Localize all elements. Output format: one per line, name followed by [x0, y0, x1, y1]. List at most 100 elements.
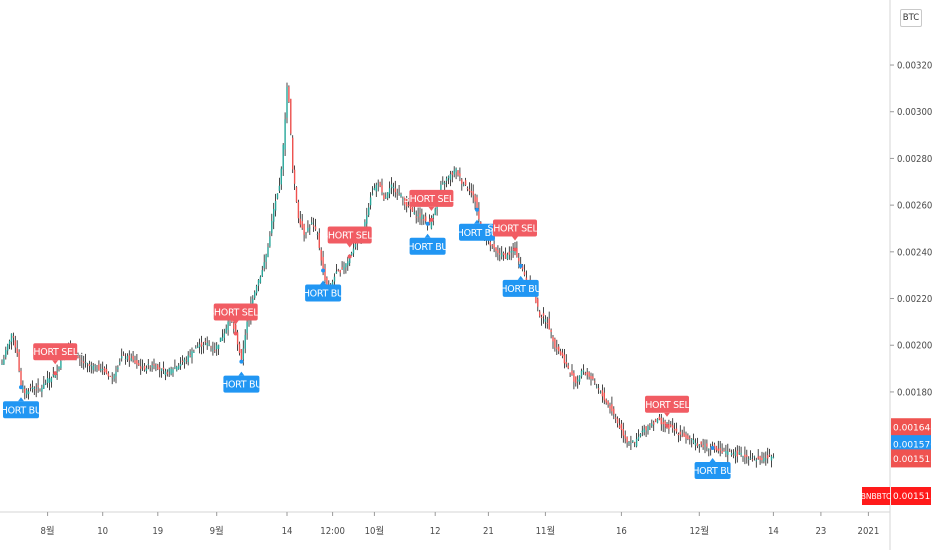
- y-tick-label: 0.0028000: [897, 154, 932, 165]
- candle-body: [609, 405, 611, 409]
- candle-body: [219, 337, 222, 342]
- candle-body: [544, 319, 547, 322]
- candle-body: [183, 359, 186, 363]
- candle-body: [502, 252, 505, 255]
- y-tick-label: 0.0030000: [897, 107, 932, 118]
- candle-body: [596, 386, 598, 388]
- candle-body: [508, 251, 510, 255]
- candle-body: [506, 254, 509, 260]
- x-tick-label: 23: [815, 526, 826, 537]
- candle-body: [565, 361, 567, 365]
- candle-body: [79, 358, 81, 359]
- signal-label-box: [305, 284, 342, 302]
- candle-body: [189, 354, 191, 356]
- short-buy-marker: [321, 268, 326, 273]
- candle-body: [542, 313, 545, 317]
- candle-body: [430, 220, 433, 229]
- candle-body: [174, 367, 176, 369]
- candle-body: [744, 454, 746, 458]
- candle-body: [550, 329, 552, 332]
- short-buy-label: SHORT BUY: [297, 280, 350, 302]
- candle-body: [379, 182, 381, 187]
- short-buy-label: SHORT BUY: [0, 397, 48, 419]
- candle-body: [309, 227, 311, 229]
- candle-body: [398, 192, 400, 194]
- signal-label-box: [3, 401, 39, 419]
- candle-body: [109, 375, 111, 377]
- candle-body: [100, 369, 102, 371]
- candle-body: [261, 270, 263, 277]
- candle-body: [404, 196, 406, 205]
- candle-body: [197, 346, 199, 348]
- candle-body: [548, 318, 550, 330]
- candle-body: [295, 187, 298, 202]
- price-axis[interactable]: 0.0032000 0.0030000 0.0028000 0.0026000 0.00…: [890, 61, 932, 399]
- candle-body: [772, 457, 775, 458]
- candle-body: [103, 367, 106, 373]
- candle-body: [265, 254, 267, 262]
- candle-body: [254, 292, 256, 298]
- candle-body: [603, 392, 605, 401]
- signal-label-pointer: [424, 233, 431, 238]
- signal-label-pointer: [474, 219, 480, 224]
- candle-body: [578, 375, 581, 382]
- x-tick-label: 11월: [536, 525, 556, 537]
- candle-body: [672, 425, 674, 429]
- candle-body: [124, 359, 127, 360]
- candle-body: [704, 445, 706, 447]
- price-badge-bg: [891, 449, 931, 468]
- x-tick-label: 9월: [210, 525, 224, 537]
- candle-body: [459, 173, 461, 177]
- y-tick-label: 0.0026000: [897, 201, 932, 212]
- candle-body: [708, 448, 710, 450]
- candle-body: [442, 182, 444, 184]
- candle-body: [691, 438, 693, 440]
- candle-body: [1, 363, 3, 365]
- candle-body: [681, 436, 683, 437]
- candle-body: [694, 442, 697, 446]
- price-badge-text: 0.0016488: [893, 424, 932, 434]
- short-buy-label: SHORT BUY: [687, 457, 739, 479]
- candle-body: [157, 364, 159, 370]
- candle-body: [267, 247, 269, 257]
- candle-body: [706, 443, 708, 447]
- candle-body: [668, 424, 670, 429]
- candle-body: [637, 436, 640, 440]
- candle-body: [664, 421, 666, 425]
- candle-body: [27, 391, 30, 394]
- x-tick-label: 14: [768, 526, 779, 537]
- time-axis[interactable]: 8월 10 19 9월 14 12:00 10월 12 21 11월 16 12월 14 23 2021: [41, 512, 880, 537]
- candle-body: [641, 430, 643, 433]
- short-sell-marker: [429, 217, 434, 222]
- candle-body: [39, 388, 41, 390]
- candle-body: [734, 451, 737, 456]
- candle-body: [244, 334, 246, 349]
- candle-body: [252, 298, 254, 304]
- candle-body: [751, 459, 754, 461]
- candle-body: [563, 354, 566, 364]
- candle-body: [217, 344, 220, 349]
- candle-body: [284, 119, 286, 150]
- candle-body: [413, 212, 415, 214]
- price-badge: 0.0015764: [891, 435, 932, 454]
- x-tick-label: 8월: [41, 525, 55, 537]
- candle-body: [499, 253, 501, 255]
- signal-label-pointer: [232, 320, 239, 325]
- candle-body: [198, 344, 201, 348]
- currency-unit-label[interactable]: BTC: [900, 9, 922, 27]
- candle-body: [605, 399, 607, 403]
- candle-body: [33, 388, 35, 389]
- candle-body: [575, 376, 577, 384]
- signal-label-text: SHORT BUY: [297, 289, 349, 300]
- candle-body: [457, 170, 459, 176]
- candle-body: [476, 197, 478, 210]
- candle-body: [14, 340, 16, 348]
- last-price-badge-text: 0.0015153: [893, 492, 932, 502]
- candle-body: [333, 276, 336, 282]
- candle-body: [193, 351, 195, 353]
- candle-body: [624, 434, 626, 439]
- candle-body: [83, 361, 85, 364]
- candle-body: [559, 351, 562, 355]
- candle-body: [221, 337, 224, 341]
